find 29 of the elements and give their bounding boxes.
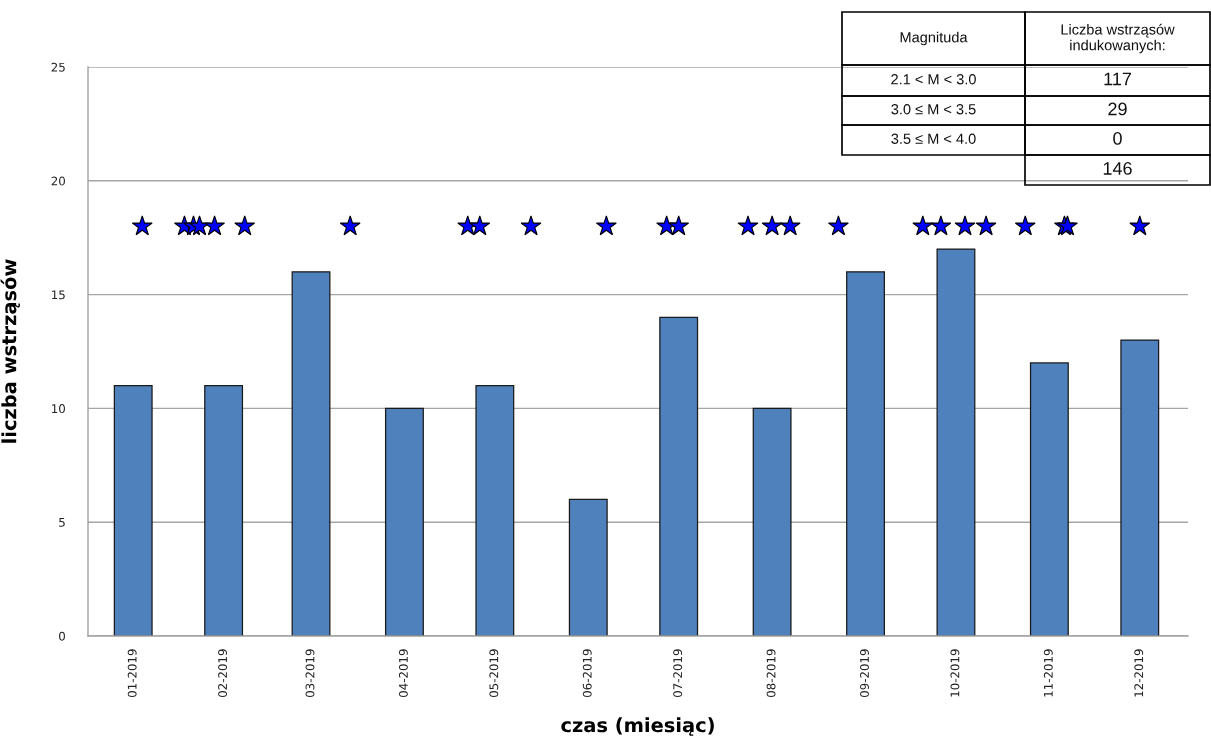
y-tick-label: 10 [52, 404, 65, 414]
annotation: 3.0 ≤ M < 3.5 [891, 104, 976, 115]
text: Liczba wstrząsów indukowanych: [1061, 23, 1175, 54]
x-tick-label: 02-2019 [218, 649, 228, 698]
x-tick-label: 07-2019 [673, 649, 683, 698]
y-tick-label: 15 [52, 290, 65, 300]
y-axis-title: liczba wstrząsów [0, 259, 20, 443]
x-tick-label: 06-2019 [582, 649, 592, 698]
y-tick-label: 25 [51, 62, 65, 72]
x-tick-label: 05-2019 [489, 649, 499, 698]
x-tick-label: 08-2019 [766, 649, 776, 698]
x-tick-label: 10-2019 [950, 649, 960, 697]
y-tick-label: 20 [51, 176, 65, 186]
annotation: 146 [1103, 162, 1132, 175]
annotation: 2.1 < M < 3.0 [891, 74, 976, 85]
annotation: 29 [1108, 102, 1127, 116]
x-tick-label: 12-2019 [1134, 649, 1144, 697]
y-tick-label: 5 [59, 518, 65, 527]
annotation: 0 [1113, 132, 1122, 145]
annotation: 3.5 ≤ M < 4.0 [891, 133, 976, 144]
x-tick-label: 03-2019 [305, 649, 315, 698]
x-tick-label: 11-2019 [1043, 649, 1053, 697]
x-axis-title: czas (miesiąc) [561, 717, 714, 736]
annotation: 117 [1104, 72, 1131, 86]
text: Magnituda [900, 31, 968, 46]
x-tick-label: 09-2019 [860, 649, 869, 698]
x-tick-label: 04-2019 [398, 649, 408, 698]
x-tick-label: 01-2019 [127, 649, 137, 698]
y-tick-label: 0 [59, 631, 65, 641]
